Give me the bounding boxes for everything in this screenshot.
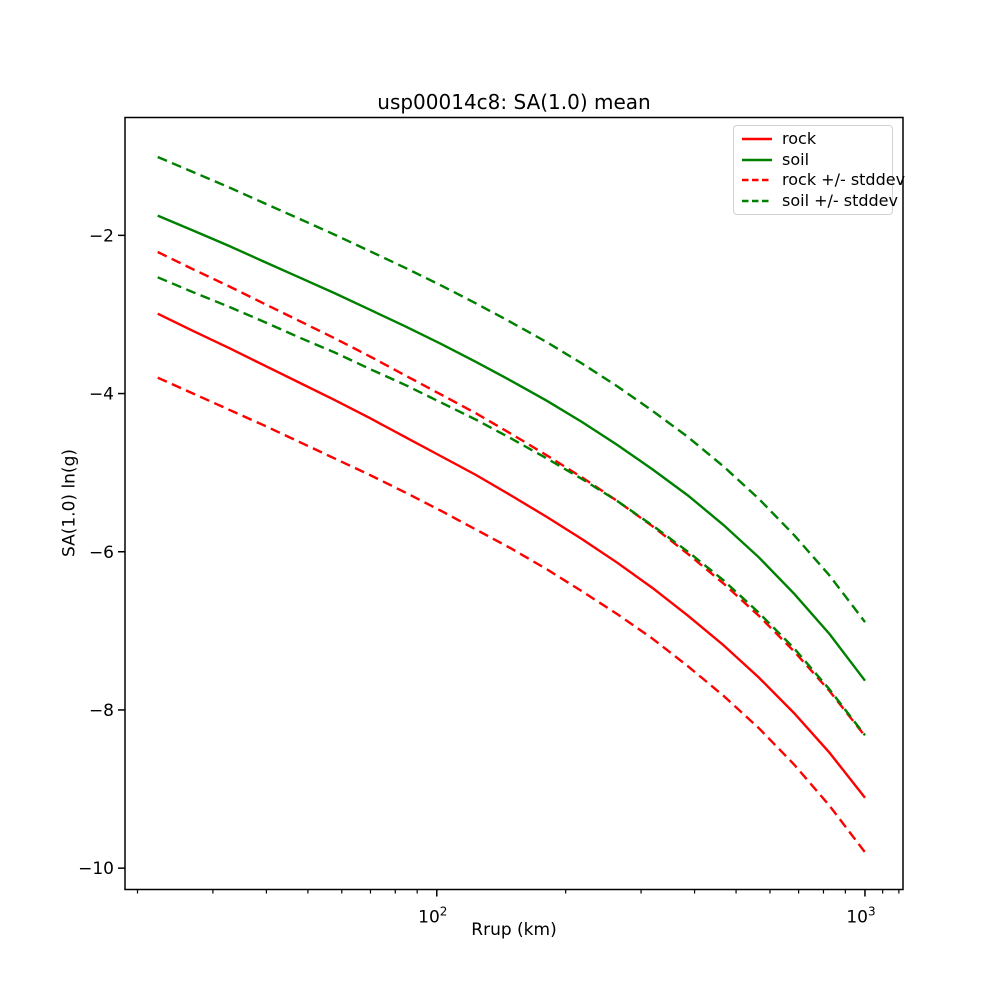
legend-line-soil-icon <box>742 158 772 161</box>
curve-rock <box>157 312 866 799</box>
curve-soil-stddev-upper <box>157 155 866 623</box>
legend-line-rock-icon <box>742 138 772 141</box>
legend-label-soil: soil <box>782 149 810 169</box>
legend-label-soil-stddev: soil +/- stddev <box>782 190 898 210</box>
legend-label-rock-stddev: rock +/- stddev <box>782 170 906 190</box>
curve-soil <box>157 214 866 682</box>
y-tick-label: −4 <box>89 385 114 405</box>
x-axis-label: Rrup (km) <box>471 920 557 940</box>
y-tick-label: −2 <box>89 226 114 246</box>
y-axis-label: SA(1.0) ln(g) <box>59 449 80 557</box>
y-tick-label: −10 <box>78 859 114 879</box>
curve-soil-stddev-lower <box>157 276 866 737</box>
y-tick-label: −6 <box>89 543 114 563</box>
legend-dashed-line-rock-icon <box>742 178 772 182</box>
legend-row-soil-stddev: soil +/- stddev <box>741 191 898 211</box>
legend-label-rock: rock <box>782 129 817 149</box>
legend-row-soil: soil <box>741 150 888 170</box>
curve-rock-stddev-upper <box>157 250 866 737</box>
chart-title: usp00014c8: SA(1.0) mean <box>377 90 651 114</box>
y-tick-label: −8 <box>89 701 114 721</box>
axes-frame <box>124 116 904 891</box>
legend-row-rock: rock <box>741 129 888 149</box>
curve-rock-stddev-lower <box>157 376 866 854</box>
legend-dashed-line-soil-icon <box>742 199 772 202</box>
legend: rock soil rock +/- stddev soil +/- stdde… <box>733 125 905 215</box>
legend-row-rock-stddev: rock +/- stddev <box>741 170 905 190</box>
